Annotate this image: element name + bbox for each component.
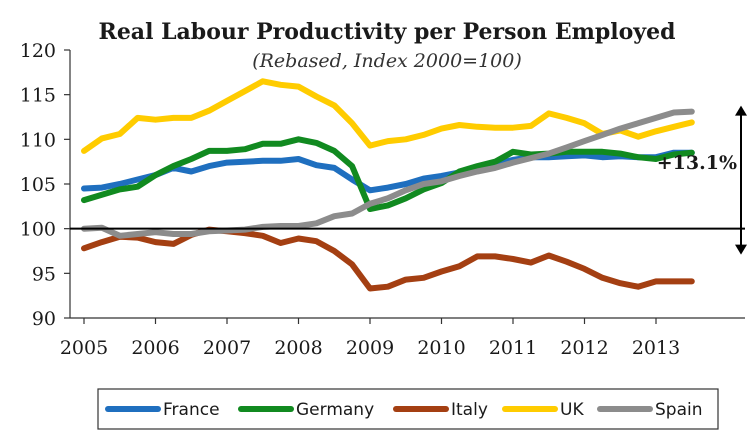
series-layer bbox=[81, 78, 695, 292]
series-line-italy bbox=[81, 226, 695, 292]
y-tick-label: 110 bbox=[20, 129, 56, 151]
legend-label-spain: Spain bbox=[655, 400, 703, 420]
x-tick-label: 2011 bbox=[489, 337, 537, 359]
series-line-uk bbox=[81, 78, 695, 154]
chart-title: Real Labour Productivity per Person Empl… bbox=[99, 19, 676, 45]
y-tick-label: 105 bbox=[20, 174, 56, 196]
x-axis: 2005 2006 2007 2008 2009 2010 2011 2012 2013 bbox=[60, 318, 680, 359]
x-tick-label: 2008 bbox=[274, 337, 322, 359]
y-tick-label: 95 bbox=[32, 263, 56, 285]
y-axis: 90 95 100 105 110 115 120 bbox=[20, 40, 70, 330]
growth-label: +13.1% bbox=[657, 152, 737, 174]
x-tick-label: 2012 bbox=[560, 337, 608, 359]
series-line-spain bbox=[81, 108, 695, 239]
x-tick-label: 2007 bbox=[203, 337, 251, 359]
x-tick-label: 2005 bbox=[60, 337, 108, 359]
x-tick-label: 2013 bbox=[632, 337, 680, 359]
legend-label-germany: Germany bbox=[296, 400, 374, 420]
series-line-germany bbox=[81, 136, 695, 212]
x-tick-label: 2006 bbox=[131, 337, 179, 359]
series-line-france bbox=[81, 149, 695, 194]
legend-label-france: France bbox=[163, 400, 220, 420]
chart-subtitle: (Rebased, Index 2000=100) bbox=[252, 50, 522, 72]
legend-label-uk: UK bbox=[560, 400, 584, 420]
y-tick-label: 90 bbox=[32, 308, 56, 330]
legend: France Germany Italy UK Spain bbox=[105, 400, 703, 420]
x-tick-label: 2010 bbox=[417, 337, 465, 359]
y-tick-label: 115 bbox=[20, 85, 56, 107]
growth-annotation: +13.1% bbox=[657, 105, 747, 255]
y-tick-label: 120 bbox=[20, 40, 56, 62]
arrow-head-down-icon bbox=[735, 244, 747, 255]
y-tick-label: 100 bbox=[20, 219, 56, 241]
x-tick-label: 2009 bbox=[346, 337, 394, 359]
arrow-head-up-icon bbox=[735, 105, 747, 116]
legend-label-italy: Italy bbox=[451, 400, 488, 420]
